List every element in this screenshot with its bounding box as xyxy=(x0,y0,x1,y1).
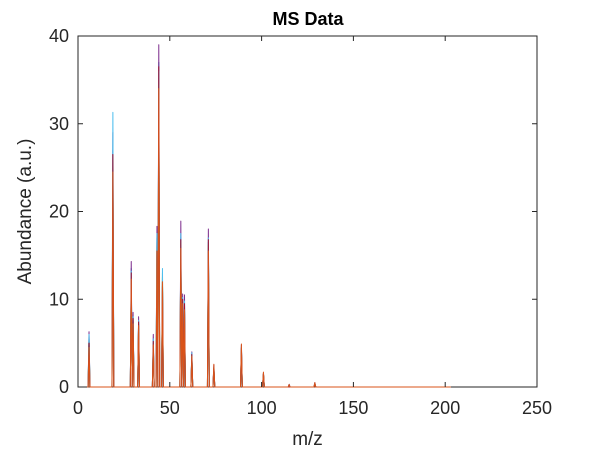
series-layer xyxy=(87,44,451,388)
x-tick-label: 0 xyxy=(73,398,83,418)
tick-layer: 0 50 100 150 200 250 0 10 20 30 40 xyxy=(49,26,552,418)
x-tick-label: 100 xyxy=(247,398,277,418)
x-tick-label: 200 xyxy=(430,398,460,418)
x-axis-label: m/z xyxy=(292,429,323,450)
y-tick-label: 20 xyxy=(49,202,69,222)
plot-area xyxy=(77,35,538,388)
x-tick-label: 50 xyxy=(160,398,180,418)
x-tick-label: 250 xyxy=(522,398,552,418)
y-tick-label: 40 xyxy=(49,26,69,46)
y-tick-label: 10 xyxy=(49,289,69,309)
series-line-7 xyxy=(87,88,451,388)
x-tick-label: 150 xyxy=(338,398,368,418)
y-tick-label: 30 xyxy=(49,114,69,134)
y-axis-label: Abundance (a.u.) xyxy=(15,139,36,285)
y-tick-label: 0 xyxy=(59,377,69,397)
chart-title: MS Data xyxy=(272,9,344,29)
